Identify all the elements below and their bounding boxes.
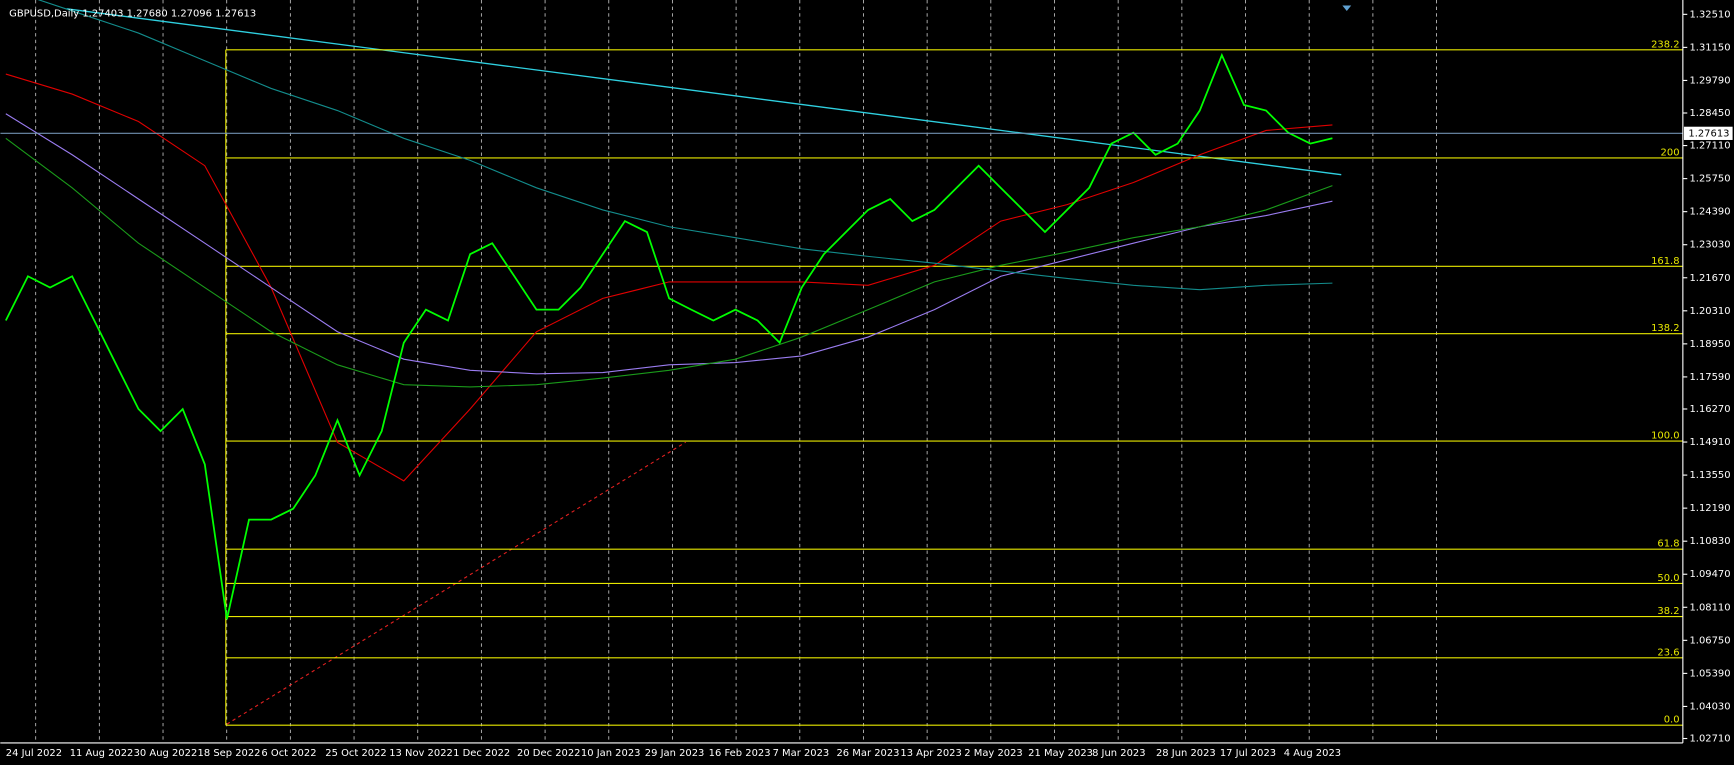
current-price-label: 1.27613 [1688, 128, 1729, 139]
x-tick-label: 25 Oct 2022 [325, 748, 386, 759]
fib-label: 38.2 [1657, 606, 1679, 617]
x-tick-label: 18 Sep 2022 [198, 748, 261, 759]
x-tick-label: 2 May 2023 [964, 748, 1022, 759]
fib-label: 50.0 [1657, 573, 1679, 584]
y-tick-label: 1.02710 [1689, 734, 1730, 745]
y-tick-label: 1.16270 [1689, 404, 1730, 415]
fib-label: 0.0 [1664, 715, 1680, 726]
y-tick-label: 1.23030 [1689, 240, 1730, 251]
y-tick-label: 1.09470 [1689, 569, 1730, 580]
chart-title: GBPUSD,Daily 1.27403 1.27680 1.27096 1.2… [9, 8, 256, 19]
x-tick-label: 6 Oct 2022 [261, 748, 316, 759]
y-tick-label: 1.27110 [1689, 141, 1730, 152]
y-tick-label: 1.32510 [1689, 9, 1730, 20]
x-tick-label: 7 Mar 2023 [773, 748, 830, 759]
y-tick-label: 1.25750 [1689, 174, 1730, 185]
x-tick-label: 16 Feb 2023 [709, 748, 771, 759]
y-tick-label: 1.24390 [1689, 207, 1730, 218]
y-tick-label: 1.04030 [1689, 701, 1730, 712]
plot-area [0, 0, 1683, 726]
y-tick-label: 1.21670 [1689, 273, 1730, 284]
y-tick-label: 1.10830 [1689, 536, 1730, 547]
y-tick-label: 1.08110 [1689, 602, 1730, 613]
x-tick-label: 29 Jan 2023 [645, 748, 705, 759]
x-tick-label: 24 Jul 2022 [6, 748, 62, 759]
x-tick-label: 8 Jun 2023 [1092, 748, 1145, 759]
x-tick-label: 11 Aug 2022 [70, 748, 134, 759]
y-tick-label: 1.14910 [1689, 437, 1730, 448]
y-tick-label: 1.31150 [1689, 42, 1730, 53]
shift-marker [1342, 5, 1352, 12]
fib-label: 61.8 [1657, 539, 1679, 550]
moving-average [5, 73, 1333, 482]
x-tick-label: 13 Apr 2023 [900, 748, 961, 759]
fib-label: 238.2 [1651, 39, 1679, 50]
trend-line [66, 8, 1342, 176]
moving-average [5, 137, 1333, 388]
x-tick-label: 1 Dec 2022 [453, 748, 510, 759]
moving-average [5, 113, 1333, 375]
y-tick-label: 1.20310 [1689, 306, 1730, 317]
x-tick-label: 17 Jul 2023 [1220, 748, 1276, 759]
x-tick-label: 4 Aug 2023 [1284, 748, 1341, 759]
x-tick-label: 13 Nov 2022 [389, 748, 453, 759]
fib-label: 100.0 [1651, 431, 1679, 442]
grid [35, 0, 1437, 743]
x-tick-label: 21 May 2023 [1028, 748, 1093, 759]
moving-average [37, 0, 1333, 291]
y-tick-label: 1.13550 [1689, 470, 1730, 481]
y-tick-label: 1.17590 [1689, 372, 1730, 383]
y-tick-label: 1.12190 [1689, 503, 1730, 514]
x-tick-label: 20 Dec 2022 [517, 748, 580, 759]
fib-label: 23.6 [1657, 647, 1679, 658]
x-tick-label: 28 Jun 2023 [1156, 748, 1216, 759]
x-tick-label: 26 Mar 2023 [836, 748, 899, 759]
x-tick-label: 30 Aug 2022 [134, 748, 198, 759]
fib-label: 138.2 [1651, 323, 1679, 334]
price-line [5, 52, 1333, 620]
fib-label: 161.8 [1651, 256, 1679, 267]
x-tick-label: 10 Jan 2023 [581, 748, 641, 759]
fib-label: 200 [1661, 147, 1680, 158]
y-tick-label: 1.28450 [1689, 108, 1730, 119]
y-tick-label: 1.18950 [1689, 339, 1730, 350]
current-price-box [1683, 126, 1733, 140]
y-tick-label: 1.05390 [1689, 668, 1730, 679]
y-tick-label: 1.29790 [1689, 75, 1730, 86]
y-tick-label: 1.06750 [1689, 635, 1730, 646]
